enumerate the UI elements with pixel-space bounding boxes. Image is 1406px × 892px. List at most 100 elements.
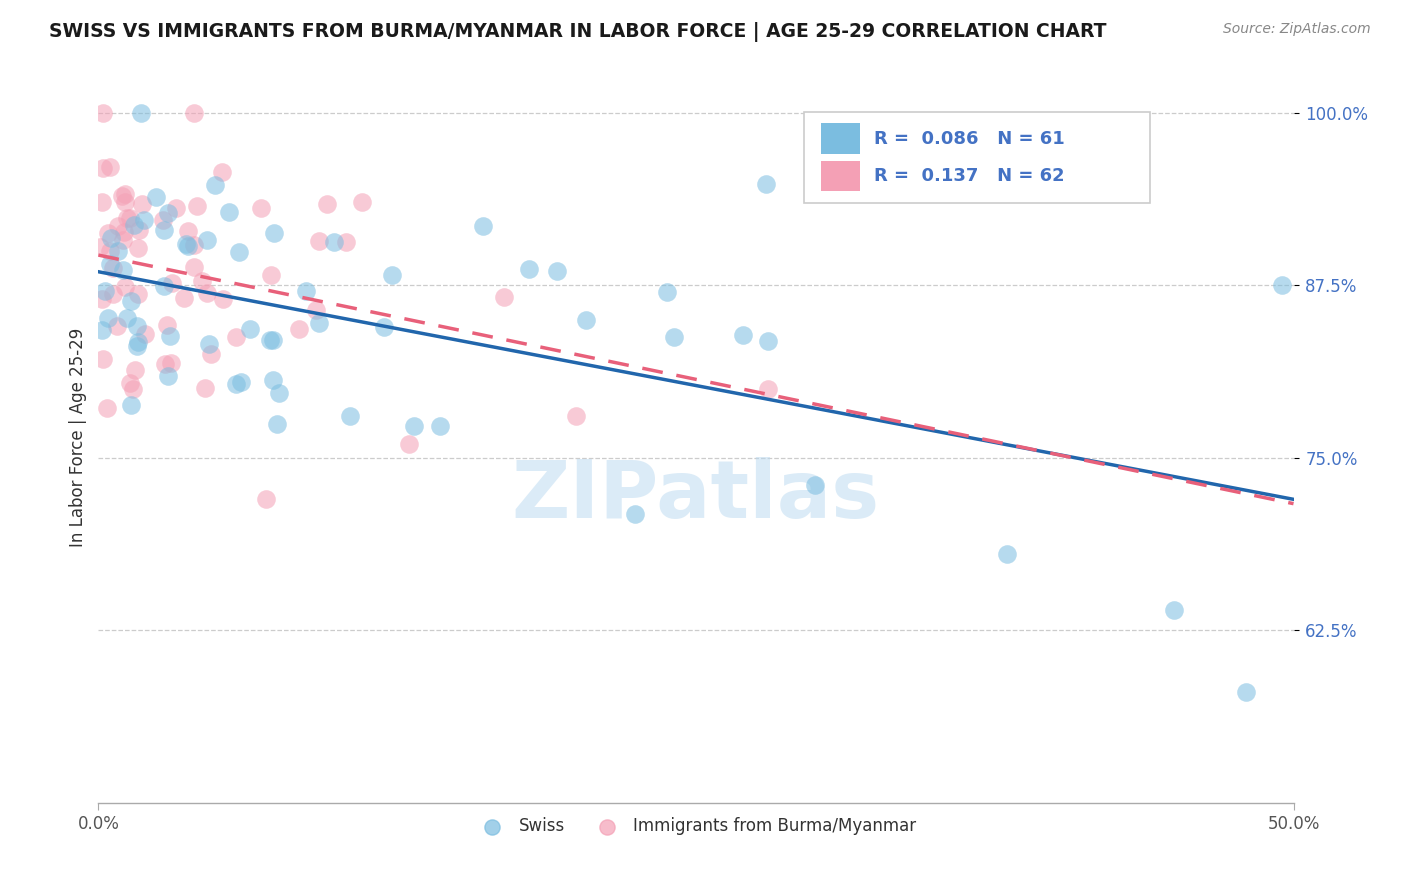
Point (165, 202, 187, 216)
Point (254, 492, 277, 507)
Point (131, 196, 153, 211)
Point (98, 257, 121, 271)
Point (173, 292, 195, 306)
Point (262, 373, 284, 387)
Point (315, 197, 337, 211)
Point (200, 346, 222, 360)
Point (91, 293, 114, 307)
Point (755, 178, 778, 192)
Point (153, 223, 176, 237)
Point (259, 333, 281, 347)
Point (177, 238, 200, 252)
Point (183, 260, 205, 274)
Point (101, 286, 124, 301)
Text: R =  0.086   N = 61: R = 0.086 N = 61 (875, 129, 1064, 148)
Point (118, 376, 141, 391)
Point (156, 206, 179, 220)
Point (398, 437, 420, 451)
Point (152, 213, 174, 227)
Point (288, 322, 311, 336)
Point (120, 293, 142, 308)
Point (121, 383, 143, 397)
Point (262, 333, 284, 347)
Point (190, 274, 212, 288)
Point (1234, 685, 1257, 699)
Point (145, 190, 167, 204)
Point (198, 337, 221, 351)
Point (260, 268, 283, 282)
Point (472, 219, 495, 233)
Point (127, 334, 149, 349)
Text: R =  0.137   N = 62: R = 0.137 N = 62 (875, 167, 1064, 185)
Point (115, 311, 138, 326)
Point (211, 165, 233, 179)
Point (125, 319, 148, 334)
Point (114, 195, 136, 210)
Point (229, 376, 252, 390)
Point (218, 205, 240, 219)
Bar (821, 161, 859, 191)
Point (114, 280, 136, 294)
Point (96, 310, 118, 325)
Point (352, 195, 374, 210)
Point (124, 362, 146, 376)
Point (804, 478, 827, 492)
Point (114, 186, 136, 201)
Point (756, 334, 779, 349)
Point (322, 235, 344, 250)
Point (96, 401, 118, 416)
Point (239, 322, 262, 336)
Point (263, 226, 285, 240)
Point (91, 323, 114, 337)
Point (132, 213, 155, 227)
Point (98, 161, 121, 175)
Text: ZIPatlas: ZIPatlas (512, 457, 880, 534)
Point (623, 507, 645, 521)
Point (134, 326, 156, 341)
Point (308, 234, 330, 248)
Point (111, 233, 134, 247)
Point (127, 338, 149, 352)
Point (204, 178, 226, 192)
Point (1163, 602, 1185, 616)
Text: Source: ZipAtlas.com: Source: ZipAtlas.com (1223, 22, 1371, 37)
Point (127, 287, 149, 301)
Point (517, 262, 540, 277)
Point (94, 285, 117, 299)
Point (195, 233, 218, 247)
Point (305, 303, 328, 318)
Point (404, 418, 426, 433)
Point (1271, 278, 1294, 293)
Point (129, 105, 152, 120)
Point (91, 105, 114, 120)
Point (159, 329, 181, 343)
Point (228, 245, 250, 260)
Point (575, 313, 598, 327)
Point (112, 225, 135, 239)
Point (183, 238, 205, 252)
Point (225, 330, 247, 344)
Point (662, 330, 685, 344)
Point (295, 284, 318, 298)
Point (546, 264, 568, 278)
Point (100, 230, 122, 244)
Point (756, 382, 779, 396)
Point (308, 316, 330, 330)
Point (89, 240, 111, 254)
Point (212, 292, 235, 306)
Point (98, 244, 122, 258)
Point (120, 211, 142, 225)
Y-axis label: In Labor Force | Age 25-29: In Labor Force | Age 25-29 (69, 327, 87, 547)
Point (174, 237, 197, 252)
Point (111, 188, 134, 202)
Point (120, 398, 142, 412)
Point (127, 241, 149, 255)
Point (160, 276, 183, 290)
Point (122, 219, 145, 233)
Point (339, 409, 361, 423)
Point (494, 290, 516, 304)
Point (153, 279, 176, 293)
FancyBboxPatch shape (804, 112, 1150, 203)
Point (195, 286, 218, 301)
Point (156, 368, 179, 383)
